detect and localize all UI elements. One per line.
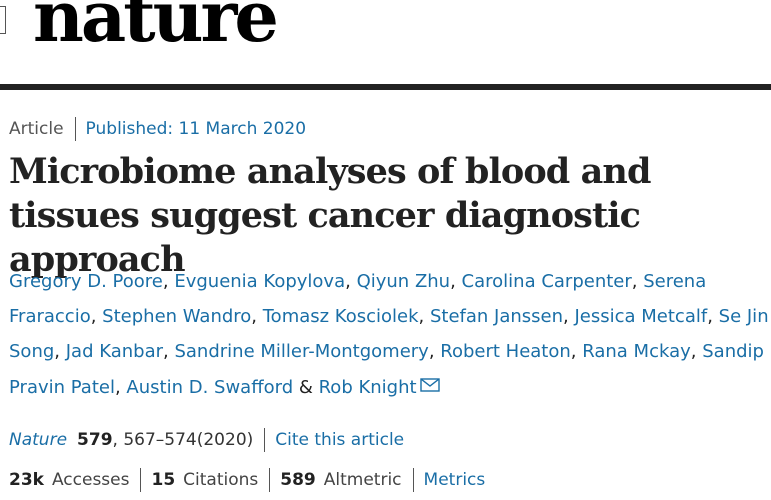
author-item: Jessica Metcalf, bbox=[574, 306, 718, 327]
article-title: Microbiome analyses of blood and tissues… bbox=[9, 151, 651, 280]
menu-edge-icon[interactable] bbox=[0, 6, 6, 34]
citations-label: Citations bbox=[183, 470, 259, 490]
article-metrics: 23k Accesses 15 Citations 589 Altmetric … bbox=[9, 467, 485, 493]
author-separator: , bbox=[418, 306, 430, 327]
author-link[interactable]: Rana Mckay bbox=[582, 341, 691, 362]
author-separator: & bbox=[293, 377, 319, 398]
author-link[interactable]: Stefan Janssen bbox=[429, 306, 564, 327]
author-separator: , bbox=[345, 271, 357, 292]
metrics-divider bbox=[140, 468, 142, 492]
journal-name: Nature bbox=[9, 430, 68, 450]
metrics-divider bbox=[412, 468, 414, 492]
altmetric-count: 589 bbox=[280, 470, 316, 490]
author-item: Tomasz Kosciolek, bbox=[263, 306, 430, 327]
author-link[interactable]: Serena Fraraccio bbox=[9, 271, 707, 327]
author-item: Evguenia Kopylova, bbox=[174, 271, 356, 292]
author-link[interactable]: Robert Heaton bbox=[440, 341, 571, 362]
author-separator: , bbox=[54, 341, 66, 362]
author-link[interactable]: Stephen Wandro bbox=[102, 306, 252, 327]
author-link[interactable]: Gregory D. Poore bbox=[9, 271, 163, 292]
author-item: Jad Kanbar, bbox=[66, 341, 175, 362]
author-link[interactable]: Se Jin Song bbox=[9, 306, 769, 362]
author-separator: , bbox=[251, 306, 263, 327]
author-link[interactable]: Sandip Pravin Patel bbox=[9, 341, 764, 398]
author-link[interactable]: Evguenia Kopylova bbox=[174, 271, 346, 292]
author-separator: , bbox=[428, 341, 441, 362]
author-item: Sandip Pravin Patel, bbox=[9, 341, 764, 398]
author-link[interactable]: Jad Kanbar bbox=[65, 341, 164, 362]
cite-this-article-link[interactable]: Cite this article bbox=[275, 430, 405, 450]
author-item: Rob Knight bbox=[319, 377, 440, 398]
author-item: Gregory D. Poore, bbox=[9, 271, 174, 292]
author-link[interactable]: Sandrine Miller-Montgomery bbox=[174, 341, 429, 362]
journal-pages: , 567–574(2020) bbox=[112, 430, 254, 450]
article-meta: Article Published: 11 March 2020 bbox=[9, 117, 306, 141]
nature-logo[interactable]: nature bbox=[33, 0, 279, 58]
author-item: Se Jin Song, bbox=[9, 306, 769, 362]
author-separator: , bbox=[570, 341, 583, 362]
author-separator: , bbox=[707, 306, 719, 327]
journal-volume: 579 bbox=[77, 430, 113, 450]
author-separator: , bbox=[450, 271, 462, 292]
author-separator: , bbox=[563, 306, 575, 327]
metrics-link[interactable]: Metrics bbox=[423, 470, 486, 490]
author-item: Rana Mckay, bbox=[582, 341, 702, 362]
author-item: Serena Fraraccio, bbox=[9, 271, 706, 327]
envelope-icon[interactable] bbox=[419, 369, 440, 404]
author-item: Qiyun Zhu, bbox=[357, 271, 462, 292]
author-item: Stefan Janssen, bbox=[430, 306, 575, 327]
author-item: Stephen Wandro, bbox=[102, 306, 263, 327]
author-link[interactable]: Carolina Carpenter bbox=[461, 271, 632, 292]
author-link[interactable]: Rob Knight bbox=[318, 377, 417, 398]
author-list: Gregory D. Poore, Evguenia Kopylova, Qiy… bbox=[9, 264, 769, 405]
accesses-label: Accesses bbox=[51, 470, 130, 490]
author-separator: , bbox=[690, 341, 703, 362]
author-item: Sandrine Miller-Montgomery, bbox=[174, 341, 440, 362]
author-link[interactable]: Tomasz Kosciolek bbox=[262, 306, 419, 327]
citations-count: 15 bbox=[151, 470, 176, 490]
author-item: Carolina Carpenter, bbox=[462, 271, 644, 292]
published-date[interactable]: Published: 11 March 2020 bbox=[85, 119, 307, 139]
author-separator: , bbox=[90, 306, 103, 327]
metrics-divider bbox=[269, 468, 271, 492]
author-link[interactable]: Austin D. Swafford bbox=[126, 377, 294, 398]
author-link[interactable]: Qiyun Zhu bbox=[356, 271, 451, 292]
author-item: Austin D. Swafford & bbox=[126, 377, 318, 398]
author-separator: , bbox=[162, 271, 175, 292]
author-separator: , bbox=[631, 271, 644, 292]
author-link[interactable]: Jessica Metcalf bbox=[574, 306, 708, 327]
author-separator: , bbox=[114, 377, 127, 398]
author-separator: , bbox=[163, 341, 175, 362]
accesses-count: 23k bbox=[9, 470, 44, 490]
citation-line: Nature 579 , 567–574(2020) Cite this art… bbox=[9, 427, 404, 453]
altmetric-label: Altmetric bbox=[323, 470, 402, 490]
citation-divider bbox=[264, 428, 266, 452]
article-type: Article bbox=[9, 119, 64, 139]
masthead: nature bbox=[0, 0, 771, 84]
author-item: Robert Heaton, bbox=[440, 341, 582, 362]
header-rule bbox=[0, 84, 771, 90]
meta-divider bbox=[74, 117, 76, 141]
